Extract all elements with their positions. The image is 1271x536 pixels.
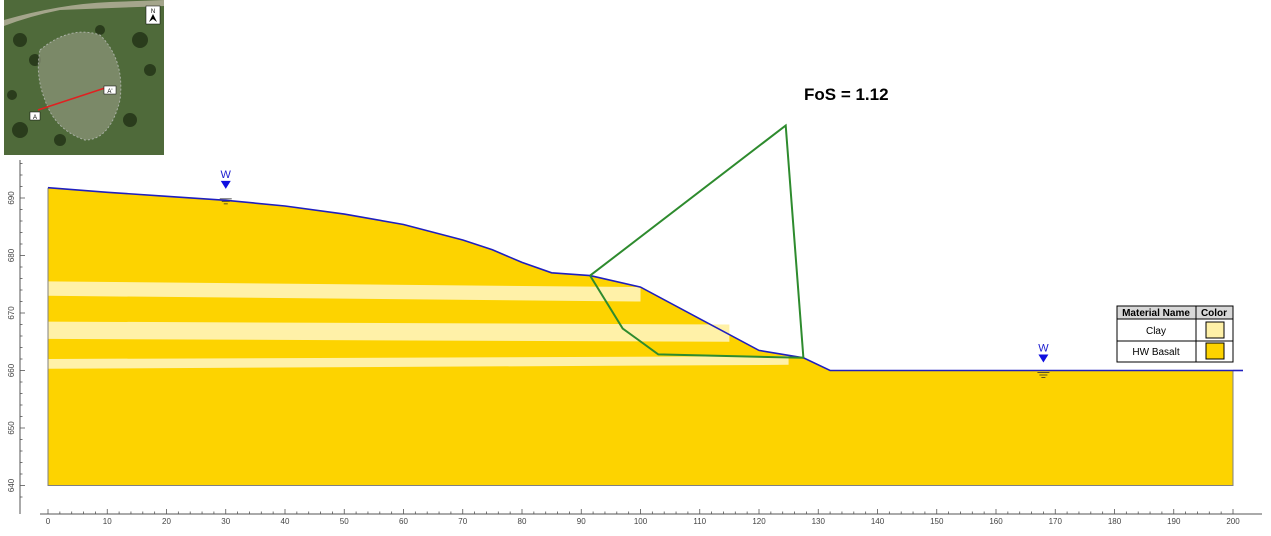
legend-material-basalt: HW Basalt	[1132, 347, 1179, 358]
x-tick-label: 100	[634, 517, 648, 526]
x-tick-label: 200	[1226, 517, 1240, 526]
x-tick-label: 60	[399, 517, 408, 526]
x-tick-label: 90	[577, 517, 586, 526]
x-tick-label: 190	[1167, 517, 1181, 526]
model-boundary	[47, 187, 1234, 486]
slip-center-wedge	[589, 123, 805, 358]
inset-label-box-a-prime	[103, 85, 117, 95]
x-tick-label: 170	[1049, 517, 1063, 526]
y-tick-label: 650	[7, 421, 16, 435]
inset-tree	[95, 25, 105, 35]
clay-layer-3	[48, 356, 789, 369]
x-tick-label: 30	[221, 517, 230, 526]
ground-surface-line	[47, 186, 1233, 372]
y-tick-label: 660	[7, 363, 16, 377]
water-table-triangle-icon	[220, 180, 231, 189]
inset-tree	[54, 134, 66, 146]
x-tick-label: 10	[103, 517, 112, 526]
x-tick-label: 120	[752, 517, 766, 526]
legend-header-row	[1116, 305, 1234, 320]
inset-tree	[123, 113, 137, 127]
inset-landslide-outline	[37, 31, 122, 141]
critical-slip-surface	[589, 275, 804, 359]
inset-label-a: A	[33, 115, 37, 121]
axes: 0 10 20 30 40 50 60 70 80 90 100 110 120 130 140 150 160…	[7, 160, 1262, 526]
y-tick-label: 690	[7, 191, 16, 205]
legend-header-material: Material Name	[1122, 308, 1190, 319]
x-tick-label: 160	[989, 517, 1003, 526]
clay-layer-1	[48, 281, 641, 302]
legend-header-color: Color	[1201, 308, 1227, 319]
clay-layer-2	[48, 321, 730, 342]
legend-material-clay: Clay	[1146, 326, 1166, 337]
inset-tree	[13, 33, 27, 47]
water-tables: WW	[219, 169, 1050, 378]
inset-section-line	[37, 87, 106, 111]
x-tick-label: 110	[693, 517, 706, 526]
x-tick-label: 0	[46, 517, 51, 526]
x-tick-label: 180	[1108, 517, 1122, 526]
legend-swatch-clay	[1205, 321, 1225, 339]
legend-table: Material Name Color Clay HW Basalt	[1116, 305, 1234, 363]
water-table-label: W	[1038, 343, 1049, 355]
x-tick-label: 150	[930, 517, 944, 526]
y-tick-label: 640	[7, 478, 16, 492]
x-tick-label: 70	[458, 517, 467, 526]
x-tick-label: 130	[812, 517, 826, 526]
x-tick-label: 140	[871, 517, 885, 526]
inset-tree	[7, 90, 17, 100]
water-table-label: W	[221, 169, 232, 181]
inset-label-a-prime: A'	[107, 89, 112, 95]
water-table-marker: W	[1037, 343, 1050, 378]
x-tick-label: 50	[340, 517, 349, 526]
inset-tree	[12, 122, 28, 138]
inset-tree	[144, 64, 156, 76]
model-lines	[47, 123, 1243, 486]
x-tick-label: 40	[281, 517, 290, 526]
inset-tree	[132, 32, 148, 48]
x-tick-label: 20	[162, 517, 171, 526]
x-tick-label: 80	[518, 517, 527, 526]
y-tick-label: 670	[7, 306, 16, 320]
north-label: N	[151, 9, 155, 15]
fos-label: FoS = 1.12	[804, 85, 889, 104]
north-arrow-icon	[149, 14, 157, 22]
inset-satellite-map: A A' N	[4, 0, 164, 155]
y-tick-label: 680	[7, 248, 16, 262]
water-table-triangle-icon	[1038, 354, 1049, 363]
water-table-marker: W	[219, 169, 232, 205]
inset-map-road	[4, 0, 164, 26]
inset-label-box-a	[29, 111, 41, 121]
model-geometry	[48, 187, 1233, 486]
legend-swatch-basalt	[1205, 342, 1225, 360]
